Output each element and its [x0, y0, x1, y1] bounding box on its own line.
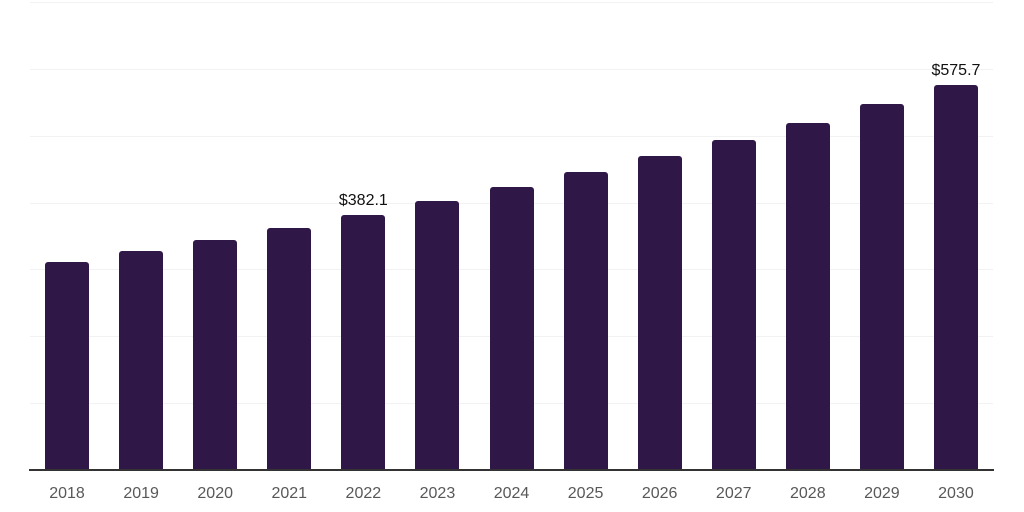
- gridline-700: [30, 2, 993, 3]
- bar-2019: [119, 250, 164, 470]
- bar-2024: [489, 186, 534, 470]
- bar-2023: [415, 201, 460, 470]
- x-axis-labels: 2018 2019 2020 2021 2022 2023 2024 2025 2026 2027…: [30, 484, 993, 506]
- bar-2030: [933, 85, 978, 470]
- x-tick-2029: 2029: [864, 485, 900, 502]
- x-tick-2024: 2024: [493, 485, 530, 502]
- x-tick-2020: 2020: [197, 485, 233, 502]
- x-tick-2028: 2028: [790, 485, 826, 502]
- x-tick-2021: 2021: [271, 485, 308, 502]
- x-tick-2018: 2018: [49, 485, 85, 502]
- x-tick-2026: 2026: [641, 485, 678, 502]
- bar-2029: [859, 104, 904, 470]
- x-tick-2025: 2025: [567, 485, 604, 502]
- bar-2025: [563, 172, 608, 470]
- x-tick-2030: 2030: [938, 485, 974, 502]
- x-tick-2019: 2019: [123, 485, 159, 502]
- plot-area: $382.1 $575.7: [30, 2, 993, 470]
- x-axis-line: [29, 469, 994, 471]
- value-label-2022: $382.1: [338, 191, 388, 209]
- value-label-2030: $575.7: [931, 62, 981, 80]
- x-tick-2023: 2023: [419, 485, 456, 502]
- bar-2028: [785, 122, 830, 470]
- bar-2027: [711, 139, 756, 470]
- bar-2018: [45, 261, 90, 470]
- bar-2021: [267, 227, 312, 470]
- x-tick-2027: 2027: [715, 485, 752, 502]
- bar-2020: [193, 239, 238, 470]
- x-tick-2022: 2022: [345, 485, 382, 502]
- bar-2022: [341, 214, 386, 470]
- gridline-600: [30, 68, 993, 70]
- bar-2026: [637, 156, 682, 470]
- gridline-500: [30, 135, 993, 137]
